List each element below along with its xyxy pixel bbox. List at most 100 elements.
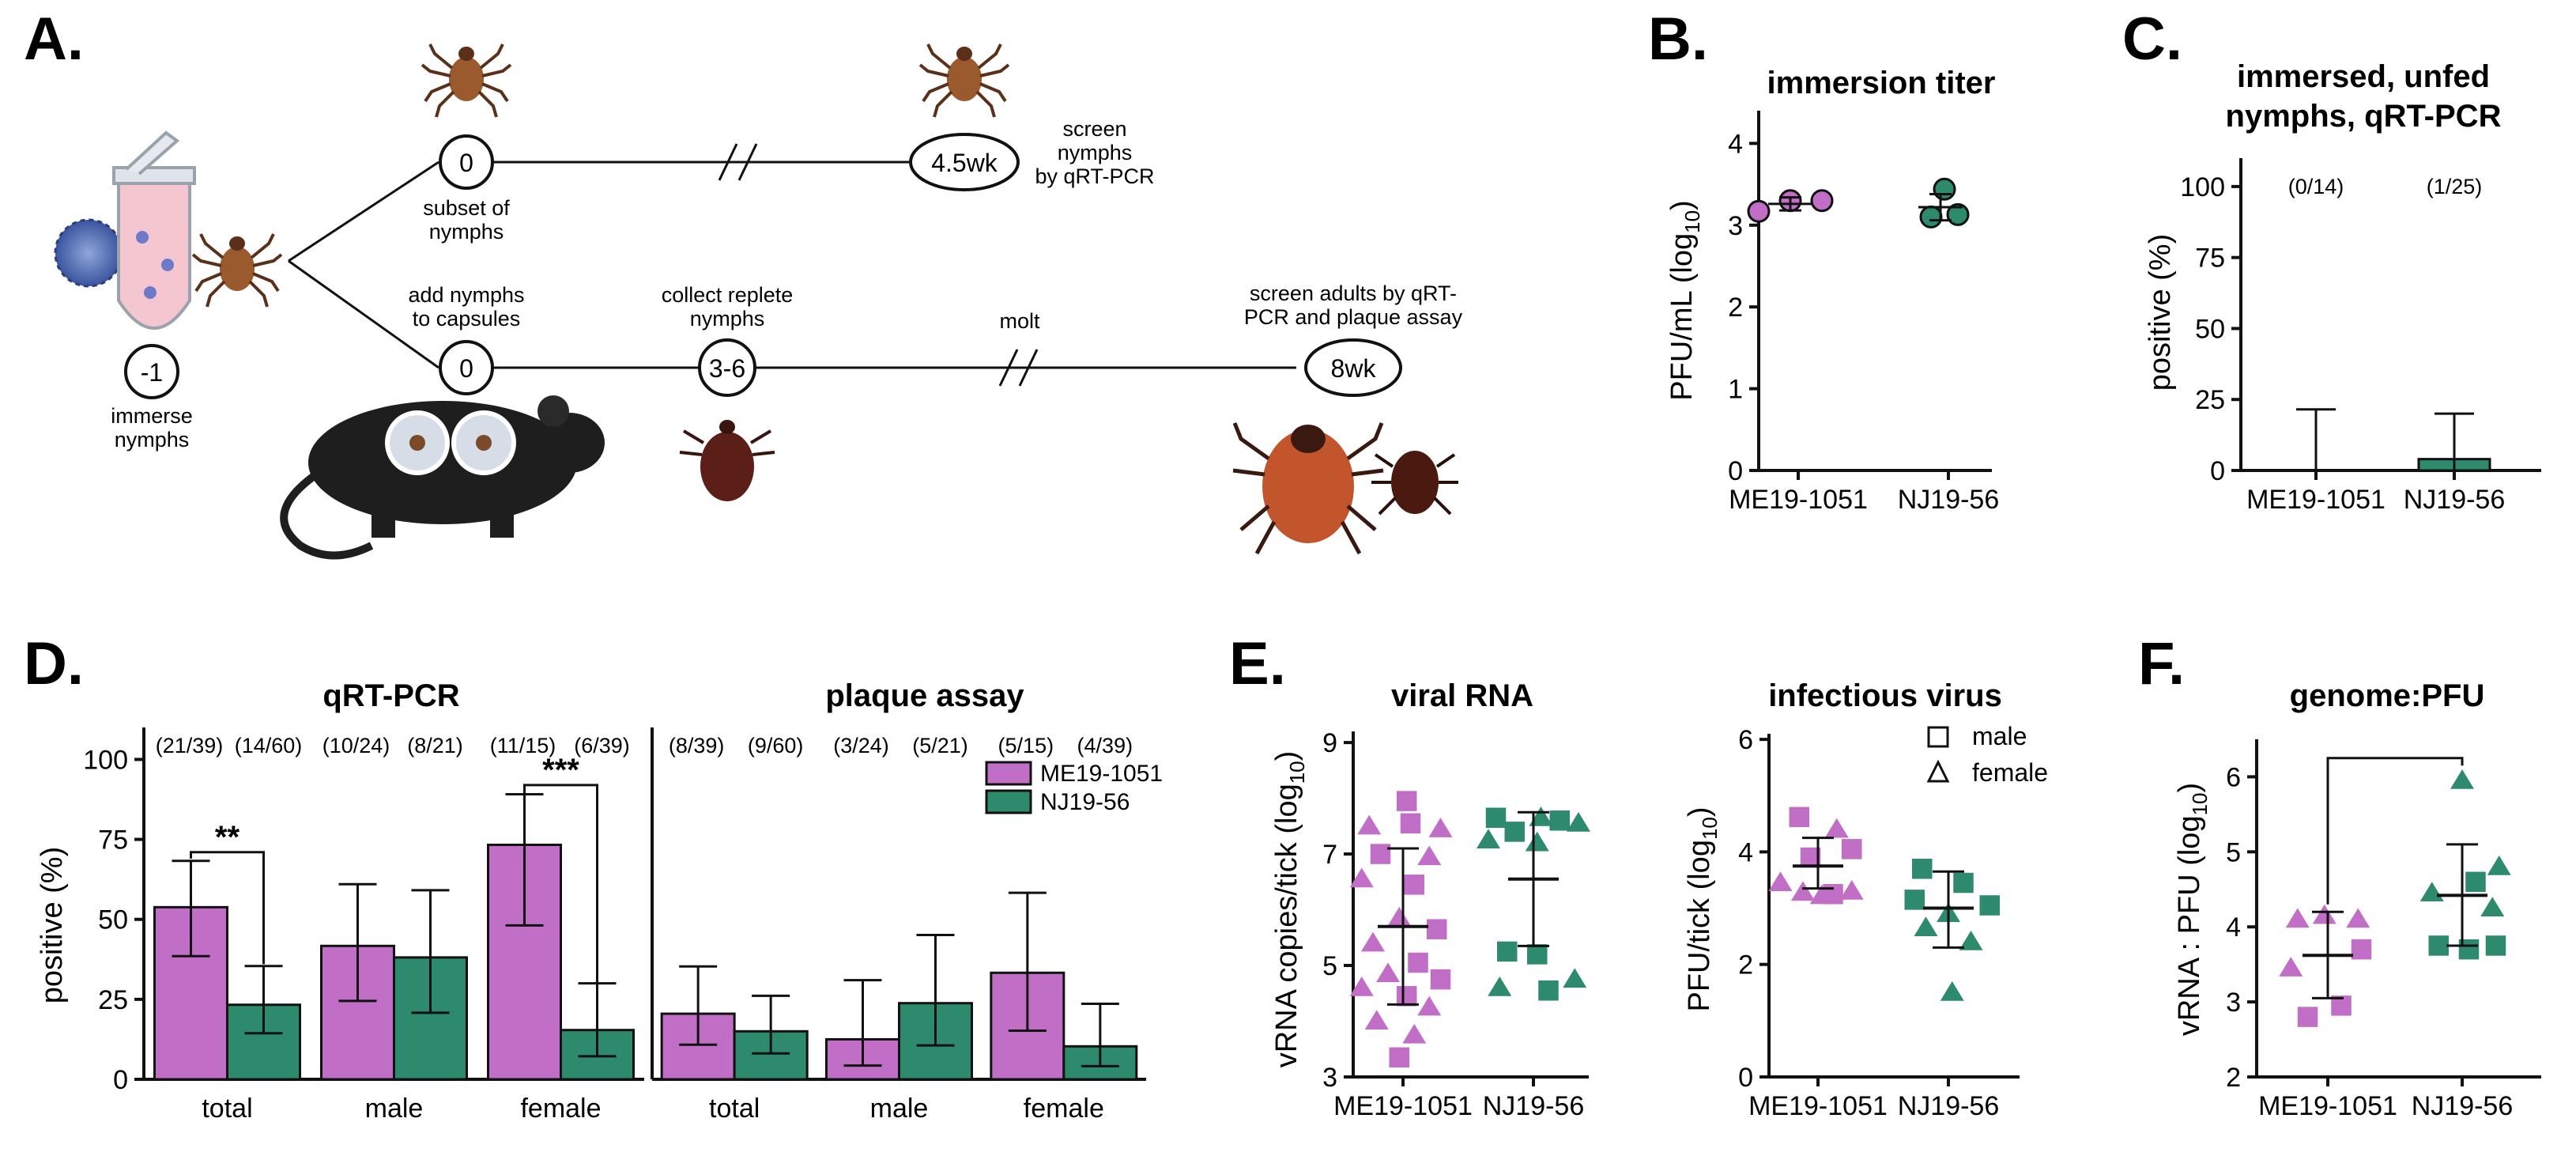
- chart-b-plot: 0 1 2 3 4 ME19-1051 NJ19-56: [1728, 111, 1999, 515]
- e-infectious-y-tick-label: 2: [1738, 950, 1753, 980]
- step-screen-label-1: screen: [1062, 117, 1126, 141]
- f-y-tick-label: 2: [2226, 1063, 2241, 1093]
- e-infectious-point-square: [1979, 895, 2000, 916]
- panel-d-title-left: qRT-PCR: [322, 678, 459, 713]
- panel-d: D. qRT-PCR plaque assay positive (%) 0 25…: [24, 630, 1163, 1124]
- e-viral-rna-point-square: [1427, 919, 1447, 939]
- panel-f-title: genome:PFU: [2290, 678, 2485, 713]
- panel-b: B. immersion titer PFU/mL (log10) 0 1 2 3 4 M…: [1648, 6, 1999, 515]
- e-infectious-y-tick-label: 6: [1738, 725, 1753, 755]
- e-viral-rna-point-square: [1389, 1047, 1409, 1068]
- panel-c-ylabel: positive (%): [2144, 234, 2177, 391]
- e-viral-rna-point-square: [1400, 813, 1421, 834]
- panel-e-letter: E.: [1229, 630, 1286, 697]
- b-point-circle: [1747, 199, 1771, 223]
- e-viral-rna-point-triangle: [1417, 845, 1442, 866]
- f-point-square: [2485, 935, 2506, 956]
- d-qpcr-y-tick-label: 50: [98, 905, 128, 935]
- e-viral-rna-point-square: [1397, 791, 1417, 811]
- d-plaque-x-tick-label: female: [1024, 1094, 1104, 1124]
- e-viral-rna-point-square: [1485, 807, 1507, 828]
- tube-icon: [112, 130, 196, 330]
- panel-c-title-2: nymphs, qRT-PCR: [2226, 99, 2502, 134]
- e-viral-rna-point-triangle: [1349, 867, 1374, 888]
- b-y-tick-label: 1: [1728, 375, 1743, 405]
- panel-b-letter: B.: [1648, 6, 1708, 73]
- e-infectious-point-triangle: [1914, 916, 1938, 936]
- d-qpcr-count-label: (14/60): [235, 734, 303, 757]
- step-subset-circle: [439, 134, 494, 190]
- adult-male-tick-icon: [1371, 451, 1458, 516]
- step-collect-label-1: collect replete: [662, 283, 794, 307]
- f-point-triangle: [2346, 908, 2370, 928]
- legend-me-label: ME19-1051: [1040, 761, 1163, 787]
- e-viral-rna-point-square: [1549, 810, 1570, 831]
- panel-c-letter: C.: [2122, 6, 2182, 73]
- panel-c: C. immersed, unfed nymphs, qRT-PCR posit…: [2122, 6, 2541, 515]
- f-point-square: [2428, 935, 2449, 956]
- d-qpcr-x-tick-label: female: [520, 1094, 601, 1124]
- legend-female-triangle-icon: [1926, 759, 1950, 783]
- b-point-circle: [1933, 177, 1956, 201]
- e-viral-rna-point-triangle: [1417, 995, 1442, 1016]
- c-y-tick-label: 75: [2195, 244, 2225, 274]
- f-point-triangle: [2450, 769, 2474, 789]
- chart-e-rna-plot: 3 5 7 9 ME19-1051 NJ19-56: [1322, 728, 1590, 1121]
- e-viral-rna-point-triangle: [1364, 1010, 1389, 1030]
- step-final-num: 8wk: [1331, 354, 1377, 383]
- e-viral-rna-point-square: [1370, 844, 1391, 864]
- branch-lines: [288, 161, 439, 369]
- d-qpcr-y-tick-label: 75: [98, 825, 128, 856]
- legend-me-swatch: [985, 761, 1032, 786]
- d-qpcr-x-tick-label: total: [202, 1094, 252, 1124]
- step-collect-circle: [698, 338, 756, 397]
- e-viral-rna-x-tick-label: ME19-1051: [1333, 1091, 1473, 1121]
- b-x-tick-label: ME19-1051: [1729, 485, 1868, 515]
- adult-female-tick-icon: [1232, 422, 1384, 555]
- step-immerse-label-1: immerse: [111, 404, 193, 428]
- b-x-tick-label: NJ19-56: [1898, 485, 2000, 515]
- d-plaque-count-label: (4/39): [1077, 734, 1133, 757]
- e-viral-rna-y-tick-label: 7: [1322, 840, 1337, 870]
- e-viral-rna-x-tick-label: NJ19-56: [1483, 1091, 1585, 1121]
- e-infectious-y-tick-label: 0: [1738, 1063, 1753, 1093]
- f-y-tick-label: 3: [2226, 988, 2241, 1018]
- c-y-tick-label: 0: [2210, 456, 2225, 486]
- chart-c-plot: 0 25 50 75 100 ME19-1051 NJ19-56 (0/14) (1/25): [2180, 158, 2541, 515]
- panel-c-title-1: immersed, unfed: [2237, 59, 2490, 94]
- f-x-tick-label: NJ19-56: [2412, 1091, 2514, 1121]
- b-y-tick-label: 0: [1728, 456, 1743, 486]
- e-viral-rna-point-square: [1538, 980, 1559, 1001]
- legend-male-square-icon: [1927, 726, 1949, 748]
- legend-nj-swatch: [985, 789, 1032, 814]
- f-point-triangle: [2279, 957, 2303, 977]
- step-screen-label-3: by qRT-PCR: [1035, 164, 1154, 188]
- screen-tick-icon: [918, 43, 1010, 119]
- d-plaque-x-tick-label: total: [709, 1094, 760, 1124]
- d-plaque-count-label: (5/15): [998, 734, 1054, 757]
- panel-f: F. genome:PFU vRNA : PFU (log10) 2 3 4 5 6 ME…: [2138, 630, 2541, 1121]
- e-viral-rna-point-square: [1497, 941, 1518, 962]
- chart-f-plot: 2 3 4 5 6 ME19-1051 NJ19-56: [2226, 739, 2541, 1121]
- e-viral-rna-point-triangle: [1567, 812, 1590, 832]
- e-viral-rna-point-triangle: [1387, 906, 1412, 927]
- e-infectious-point-triangle: [1809, 884, 1834, 905]
- e-viral-rna-point-triangle: [1357, 814, 1382, 835]
- e-viral-rna-point-triangle: [1349, 976, 1374, 996]
- d-qpcr-y-tick-label: 25: [98, 985, 128, 1015]
- legend-female-label: female: [1972, 758, 2048, 787]
- chart-e-pfu-plot: 0 2 4 6 ME19-1051 NJ19-56: [1738, 725, 2020, 1121]
- c-x-tick-label: ME19-1051: [2246, 485, 2386, 515]
- b-y-tick-label: 4: [1728, 129, 1743, 159]
- panel-b-title: immersion titer: [1767, 66, 1996, 100]
- d-qpcr-x-tick-label: male: [365, 1094, 424, 1124]
- d-qpcr-count-label: (6/39): [574, 734, 630, 757]
- e-viral-rna-point-triangle: [1376, 962, 1400, 983]
- d-qpcr-y-tick-label: 100: [83, 745, 128, 775]
- top-break-icon: [718, 143, 758, 181]
- f-y-tick-label: 5: [2226, 837, 2241, 867]
- e-viral-rna-point-triangle: [1361, 931, 1385, 952]
- panel-e-ylabel-right: PFU/tick (log10): [1683, 807, 1722, 1011]
- f-point-triangle: [2312, 904, 2337, 924]
